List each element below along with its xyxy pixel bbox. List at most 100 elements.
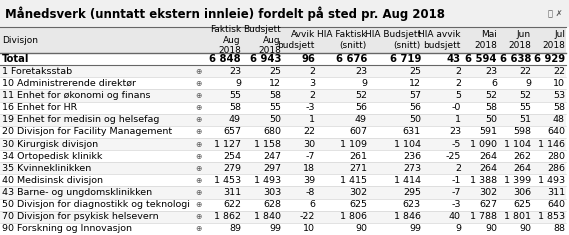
Text: 2: 2	[455, 79, 461, 88]
Text: 90: 90	[355, 224, 367, 233]
Text: 297: 297	[263, 164, 281, 173]
Text: 22: 22	[303, 127, 315, 136]
Text: 55: 55	[269, 103, 281, 112]
Text: 58: 58	[229, 103, 241, 112]
Text: 52: 52	[355, 91, 367, 100]
Text: 10: 10	[303, 224, 315, 233]
Text: 1 453: 1 453	[214, 176, 241, 185]
Text: 22: 22	[519, 67, 531, 76]
Text: 16 Enhet for HR: 16 Enhet for HR	[2, 103, 77, 112]
Text: 50: 50	[269, 115, 281, 124]
Text: Budsjett
Aug
2018: Budsjett Aug 2018	[244, 25, 281, 55]
Text: 99: 99	[269, 224, 281, 233]
Text: 1: 1	[455, 115, 461, 124]
Text: ⊕: ⊕	[195, 91, 201, 100]
Text: 302: 302	[479, 188, 497, 197]
Bar	[0, 187, 566, 199]
Text: 55: 55	[229, 91, 241, 100]
Bar	[0, 102, 566, 114]
Text: 40: 40	[449, 212, 461, 221]
Text: 20 Divisjon for Facility Management: 20 Divisjon for Facility Management	[2, 127, 172, 136]
Text: 2: 2	[309, 91, 315, 100]
Text: 1 146: 1 146	[538, 140, 565, 149]
Text: 311: 311	[547, 188, 565, 197]
Text: -8: -8	[306, 188, 315, 197]
Text: 1 788: 1 788	[470, 212, 497, 221]
Text: HIA Faktisk
(snitt): HIA Faktisk (snitt)	[318, 30, 367, 50]
Text: 1 109: 1 109	[340, 140, 367, 149]
Text: 50: 50	[409, 115, 421, 124]
Text: 10 Administrerende direktør: 10 Administrerende direktør	[2, 79, 136, 88]
Text: 6 676: 6 676	[336, 54, 367, 64]
Text: 22: 22	[553, 67, 565, 76]
Text: 39: 39	[303, 176, 315, 185]
Text: -5: -5	[452, 140, 461, 149]
Text: ⎙ ✗: ⎙ ✗	[547, 9, 562, 18]
Text: 591: 591	[479, 127, 497, 136]
Bar	[0, 65, 566, 77]
Text: 6 719: 6 719	[390, 54, 421, 64]
Text: 311: 311	[223, 188, 241, 197]
Text: 1 801: 1 801	[504, 212, 531, 221]
Text: 1 862: 1 862	[214, 212, 241, 221]
Text: 49: 49	[355, 115, 367, 124]
Text: 51: 51	[519, 115, 531, 124]
Text: 1 493: 1 493	[254, 176, 281, 185]
Text: -0: -0	[452, 103, 461, 112]
Text: 1 388: 1 388	[470, 176, 497, 185]
Text: 1 840: 1 840	[254, 212, 281, 221]
Text: Total: Total	[2, 54, 30, 64]
Text: 3: 3	[309, 79, 315, 88]
Text: ⊕: ⊕	[195, 140, 201, 149]
Text: ⊕: ⊕	[195, 212, 201, 221]
Text: Avvik
budsjett: Avvik budsjett	[278, 30, 315, 50]
Text: 6 943: 6 943	[250, 54, 281, 64]
Text: 264: 264	[479, 152, 497, 161]
Text: 6: 6	[491, 79, 497, 88]
Text: ⊕: ⊕	[195, 200, 201, 209]
Text: 598: 598	[513, 127, 531, 136]
Text: 1 Foretaksstab: 1 Foretaksstab	[2, 67, 72, 76]
Text: 622: 622	[223, 200, 241, 209]
Text: 657: 657	[223, 127, 241, 136]
Text: Månedsverk (unntatt ekstern innleie) fordelt på sted pr. Aug 2018: Månedsverk (unntatt ekstern innleie) for…	[5, 6, 444, 21]
Text: -7: -7	[452, 188, 461, 197]
Text: 1 399: 1 399	[504, 176, 531, 185]
Text: 10: 10	[553, 79, 565, 88]
Text: 6: 6	[309, 200, 315, 209]
Text: 52: 52	[519, 91, 531, 100]
Text: 271: 271	[349, 164, 367, 173]
Text: 88: 88	[553, 224, 565, 233]
Text: 43 Barne- og ungdomsklinikken: 43 Barne- og ungdomsklinikken	[2, 188, 152, 197]
Text: 57: 57	[409, 91, 421, 100]
Text: 303: 303	[263, 188, 281, 197]
Bar	[0, 199, 566, 211]
Text: 48: 48	[553, 115, 565, 124]
Text: 34 Ortopedisk klinikk: 34 Ortopedisk klinikk	[2, 152, 102, 161]
Text: 25: 25	[409, 67, 421, 76]
Text: 279: 279	[223, 164, 241, 173]
Text: 30: 30	[303, 140, 315, 149]
Text: 1 104: 1 104	[504, 140, 531, 149]
Text: -3: -3	[451, 200, 461, 209]
Text: 1 846: 1 846	[394, 212, 421, 221]
Text: 9: 9	[361, 79, 367, 88]
Text: 49: 49	[229, 115, 241, 124]
Text: 6 594: 6 594	[465, 54, 497, 64]
Text: 40 Medisinsk divisjon: 40 Medisinsk divisjon	[2, 176, 103, 185]
Text: 640: 640	[547, 200, 565, 209]
Text: 90: 90	[519, 224, 531, 233]
Text: 11 Enhet for økonomi og finans: 11 Enhet for økonomi og finans	[2, 91, 150, 100]
Text: 295: 295	[403, 188, 421, 197]
Text: 264: 264	[513, 164, 531, 173]
Text: 9: 9	[455, 224, 461, 233]
Text: 262: 262	[513, 152, 531, 161]
Text: 30 Kirurgisk divisjon: 30 Kirurgisk divisjon	[2, 140, 98, 149]
Text: ⊕: ⊕	[195, 152, 201, 161]
Text: 56: 56	[355, 103, 367, 112]
Text: 58: 58	[553, 103, 565, 112]
Text: 628: 628	[263, 200, 281, 209]
Text: 53: 53	[553, 91, 565, 100]
Text: HIA Budsjett
(snitt): HIA Budsjett (snitt)	[365, 30, 421, 50]
Text: 12: 12	[269, 79, 281, 88]
